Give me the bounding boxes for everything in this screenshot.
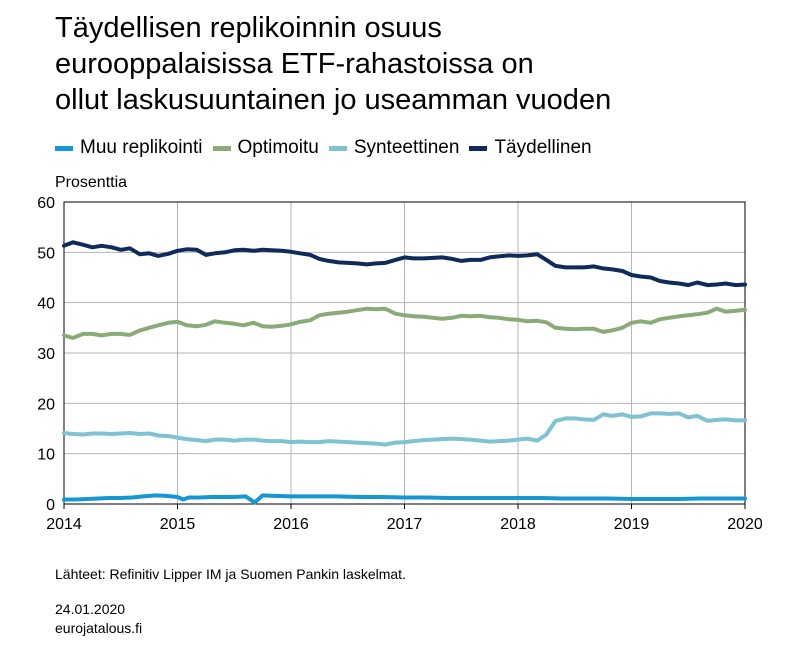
x-tick-label: 2016 [273,516,309,533]
legend-swatch [55,145,73,151]
legend-label: Optimoitu [237,137,319,158]
series-line-synteettinen [62,411,747,447]
legend-swatch [212,145,231,151]
y-tick-label: 60 [37,195,55,212]
x-tick-label: 2014 [46,516,82,533]
series-line-taydellinen [62,240,747,288]
x-tick-label: 2018 [500,516,536,533]
legend-item-optimoitu: Optimoitu [212,137,319,159]
legend-swatch [328,145,347,151]
series-line-optimoitu [62,306,747,340]
y-tick-label: 30 [37,346,55,363]
x-tick-label: 2017 [387,516,423,533]
x-tick-label: 2015 [160,516,196,533]
y-tick-label: 40 [37,296,55,313]
x-tick-label: 2020 [727,516,763,533]
website-label: eurojatalous.fi [55,620,143,636]
legend-item-synteettinen: Synteettinen [328,137,460,159]
chart-title: Täydellisen replikoinnin osuus eurooppal… [55,10,755,118]
legend-item-muu-replikointi: Muu replikointi [55,137,203,159]
legend-label: Synteettinen [353,137,460,158]
chart-title-line: ollut laskusuuntainen jo useamman vuoden [55,84,612,116]
legend-swatch [469,145,488,151]
y-tick-label: 10 [37,447,55,464]
y-tick-label: 0 [46,497,55,514]
legend-label: Täydellinen [494,137,592,158]
chart-legend: Muu replikointi Optimoitu Synteettinen T… [55,136,602,160]
legend-item-taydellinen: Täydellinen [469,137,592,159]
y-tick-label: 20 [37,396,55,413]
y-tick-label: 50 [37,245,55,262]
series-line-muu-replikointi [62,493,747,505]
chart-title-line: eurooppalaisissa ETF-rahastoissa on [55,48,534,80]
x-tick-label: 2019 [614,516,650,533]
source-note: Lähteet: Refinitiv Lipper IM ja Suomen P… [55,566,406,582]
y-axis-unit-label: Prosenttia [55,174,128,191]
publish-date: 24.01.2020 [55,601,126,617]
chart-title-line: Täydellisen replikoinnin osuus [55,12,442,44]
legend-label: Muu replikointi [80,137,203,158]
